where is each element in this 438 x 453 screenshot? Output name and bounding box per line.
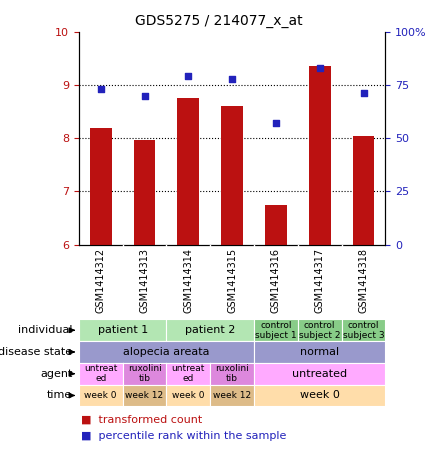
Text: week 12: week 12 [213,391,251,400]
Text: week 0: week 0 [300,390,340,400]
Text: ■  transformed count: ■ transformed count [81,415,202,425]
Point [185,73,192,80]
Text: GSM1414314: GSM1414314 [184,248,193,313]
Text: control
subject 2: control subject 2 [299,321,340,340]
Text: week 0: week 0 [85,391,117,400]
Text: normal: normal [300,347,339,357]
Bar [221,106,243,245]
Bar [265,205,287,245]
Point [360,90,367,97]
Text: alopecia areata: alopecia areata [123,347,210,357]
Text: untreat
ed: untreat ed [84,364,117,383]
Text: GSM1414316: GSM1414316 [271,248,281,313]
Text: GDS5275 / 214077_x_at: GDS5275 / 214077_x_at [135,14,303,28]
Bar [90,128,112,245]
Text: ruxolini
tib: ruxolini tib [215,364,249,383]
Bar [353,135,374,245]
Text: week 0: week 0 [172,391,205,400]
Text: GSM1414318: GSM1414318 [359,248,368,313]
Text: GSM1414317: GSM1414317 [315,248,325,313]
Text: agent: agent [40,369,72,379]
Text: individual: individual [18,325,72,335]
Text: GSM1414313: GSM1414313 [140,248,149,313]
Text: week 12: week 12 [125,391,164,400]
Point [272,120,279,127]
Text: disease state: disease state [0,347,72,357]
Text: time: time [47,390,72,400]
Text: ruxolini
tib: ruxolini tib [127,364,162,383]
Text: untreat
ed: untreat ed [172,364,205,383]
Text: ■  percentile rank within the sample: ■ percentile rank within the sample [81,431,286,441]
Text: patient 1: patient 1 [98,325,148,335]
Text: control
subject 1: control subject 1 [255,321,297,340]
Bar [134,140,155,245]
Text: control
subject 3: control subject 3 [343,321,385,340]
Text: GSM1414312: GSM1414312 [96,248,106,313]
Point [229,75,236,82]
Bar [177,98,199,245]
Bar [309,66,331,245]
Point [97,86,104,93]
Text: GSM1414315: GSM1414315 [227,248,237,313]
Text: patient 2: patient 2 [185,325,236,335]
Point [316,64,323,72]
Point [141,92,148,99]
Text: untreated: untreated [292,369,347,379]
